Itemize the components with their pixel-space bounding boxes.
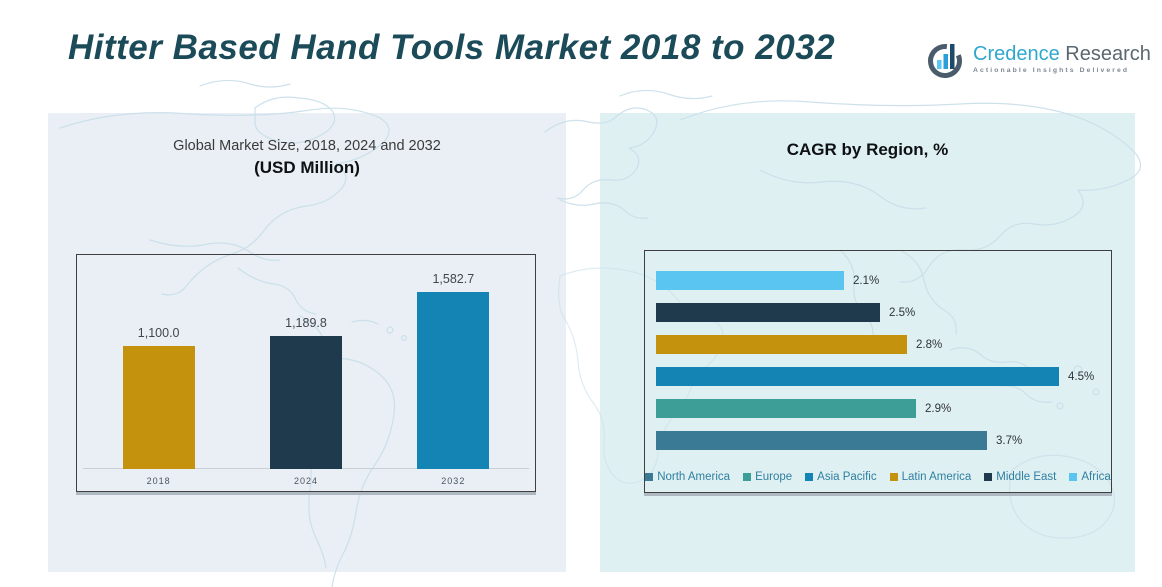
cagr-row-latin-america: 2.8% <box>656 335 1099 354</box>
legend-swatch <box>805 473 814 481</box>
cagr-value-label: 2.5% <box>889 306 916 319</box>
cagr-bar-africa <box>656 271 844 290</box>
legend-swatch <box>645 473 654 481</box>
cagr-bar-asia-pacific <box>656 367 1059 386</box>
legend-label: Middle East <box>996 471 1057 483</box>
legend-swatch <box>984 473 993 481</box>
bar-group-2018: 1,100.0 2018 <box>122 326 195 486</box>
cagr-bar-north-america <box>656 431 987 450</box>
bar-value-label: 1,582.7 <box>432 272 475 286</box>
logo-brand-primary: Credence <box>973 42 1060 65</box>
cagr-value-label: 2.8% <box>916 338 943 351</box>
cagr-bar-europe <box>656 399 916 418</box>
x-axis-tick-label: 2018 <box>146 476 171 486</box>
bar-value-label: 1,189.8 <box>285 316 327 330</box>
cagr-row-middle-east: 2.5% <box>656 303 1099 322</box>
legend-swatch <box>743 473 752 481</box>
legend-label: Latin America <box>901 471 972 483</box>
cagr-bar-middle-east <box>656 303 880 322</box>
page-title: Hitter Based Hand Tools Market 2018 to 2… <box>68 28 836 67</box>
logo-bar-chart-icon <box>928 44 962 78</box>
legend-item-africa: Africa <box>1069 471 1111 483</box>
left-chart-subtitle: Global Market Size, 2018, 2024 and 2032 <box>173 138 441 154</box>
x-axis-tick-label: 2024 <box>293 476 318 486</box>
cagr-value-label: 2.9% <box>925 402 952 415</box>
bar-2018 <box>122 346 195 469</box>
cagr-row-europe: 2.9% <box>656 399 1099 418</box>
left-chart-unit-label: (USD Million) <box>254 158 360 177</box>
logo-brand-secondary: Research <box>1065 42 1151 65</box>
logo-text: Credence Research Actionable Insights De… <box>973 43 1151 74</box>
market-size-chart: 1,100.0 2018 1,189.8 2024 1,582.7 2032 <box>76 254 536 492</box>
cagr-row-north-america: 3.7% <box>656 431 1099 450</box>
cagr-row-africa: 2.1% <box>656 271 1099 290</box>
cagr-value-label: 4.5% <box>1068 370 1095 383</box>
legend-item-asia-pacific: Asia Pacific <box>805 471 877 483</box>
logo-brand-name: Credence Research <box>973 43 1151 65</box>
bar-2024 <box>269 336 342 469</box>
bar-group-2032: 1,582.7 2032 <box>417 272 490 486</box>
cagr-row-asia-pacific: 4.5% <box>656 367 1099 386</box>
cagr-value-label: 3.7% <box>996 434 1023 447</box>
region-legend: North America Europe Asia Pacific Latin Ame… <box>645 471 1111 483</box>
cagr-bar-latin-america <box>656 335 907 354</box>
legend-label: Europe <box>755 471 793 483</box>
cagr-value-label: 2.1% <box>853 274 880 287</box>
legend-item-north-america: North America <box>645 471 730 483</box>
legend-item-europe: Europe <box>743 471 792 483</box>
legend-swatch <box>889 473 898 481</box>
bar-group-2024: 1,189.8 2024 <box>269 316 342 486</box>
market-size-bars: 1,100.0 2018 1,189.8 2024 1,582.7 2032 <box>85 255 527 486</box>
legend-label: Asia Pacific <box>817 471 877 483</box>
legend-item-latin-america: Latin America <box>889 471 972 483</box>
right-chart-title: CAGR by Region, % <box>786 140 949 159</box>
credence-research-logo: Credence Research Actionable Insights De… <box>926 36 1151 80</box>
legend-label: North America <box>657 471 731 483</box>
legend-swatch <box>1069 473 1078 481</box>
bar-value-label: 1,100.0 <box>137 326 180 340</box>
legend-item-middle-east: Middle East <box>984 471 1056 483</box>
x-axis-tick-label: 2032 <box>441 476 466 486</box>
logo-tagline: Actionable Insights Delivered <box>973 66 1130 74</box>
cagr-bars: 2.1% 2.5% 2.8% 4.5% 2.9% 3.7% <box>656 271 1099 450</box>
legend-label: Africa <box>1081 471 1111 483</box>
bar-2032 <box>417 292 490 469</box>
cagr-by-region-chart: 2.1% 2.5% 2.8% 4.5% 2.9% 3.7% North America Eu… <box>644 250 1112 493</box>
